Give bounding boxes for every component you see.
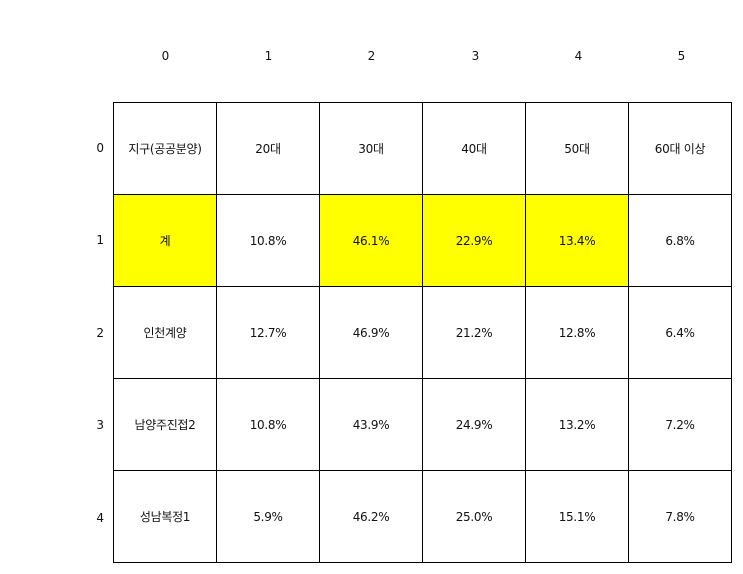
table-cell: 5.9% [216,470,320,563]
table-cell: 지구(공공분양) [113,102,217,195]
table-cell-highlighted: 46.1% [319,194,423,287]
table-cell: 60대 이상 [628,102,732,195]
table-cell: 21.2% [422,286,526,379]
column-index-5: 5 [677,49,686,63]
table-cell: 20대 [216,102,320,195]
table-cell: 24.9% [422,378,526,471]
row-index-0: 0 [96,141,104,155]
table-cell-highlighted: 22.9% [422,194,526,287]
table-cell: 6.4% [628,286,732,379]
table-cell-highlighted: 계 [113,194,217,287]
table-cell: 10.8% [216,378,320,471]
table-cell: 46.2% [319,470,423,563]
table-cell: 12.7% [216,286,320,379]
table-cell: 15.1% [525,470,629,563]
column-index-3: 3 [471,49,480,63]
table-cell: 43.9% [319,378,423,471]
table-row: 인천계양 12.7% 46.9% 21.2% 12.8% 6.4% [113,286,732,379]
table-cell: 성남복정1 [113,470,217,563]
table-cell-highlighted: 13.4% [525,194,629,287]
row-index-3: 3 [96,418,104,432]
table-cell: 7.8% [628,470,732,563]
column-index-4: 4 [574,49,583,63]
data-table: 지구(공공분양) 20대 30대 40대 50대 60대 이상 계 10.8% … [113,102,732,563]
table-cell: 46.9% [319,286,423,379]
column-index-2: 2 [367,49,376,63]
table-row: 성남복정1 5.9% 46.2% 25.0% 15.1% 7.8% [113,470,732,563]
column-index-1: 1 [264,49,273,63]
table-row: 계 10.8% 46.1% 22.9% 13.4% 6.8% [113,194,732,287]
table-cell: 50대 [525,102,629,195]
table-cell: 40대 [422,102,526,195]
table-row: 남양주진접2 10.8% 43.9% 24.9% 13.2% 7.2% [113,378,732,471]
row-index-1: 1 [96,233,104,247]
table-cell: 30대 [319,102,423,195]
table-cell: 7.2% [628,378,732,471]
table-cell: 남양주진접2 [113,378,217,471]
table-cell: 인천계양 [113,286,217,379]
table-cell: 6.8% [628,194,732,287]
row-index-4: 4 [96,511,104,525]
row-index-2: 2 [96,326,104,340]
table-row-header: 지구(공공분양) 20대 30대 40대 50대 60대 이상 [113,102,732,195]
column-index-0: 0 [161,49,170,63]
table-cell: 10.8% [216,194,320,287]
table-cell: 25.0% [422,470,526,563]
table-cell: 13.2% [525,378,629,471]
table-cell: 12.8% [525,286,629,379]
